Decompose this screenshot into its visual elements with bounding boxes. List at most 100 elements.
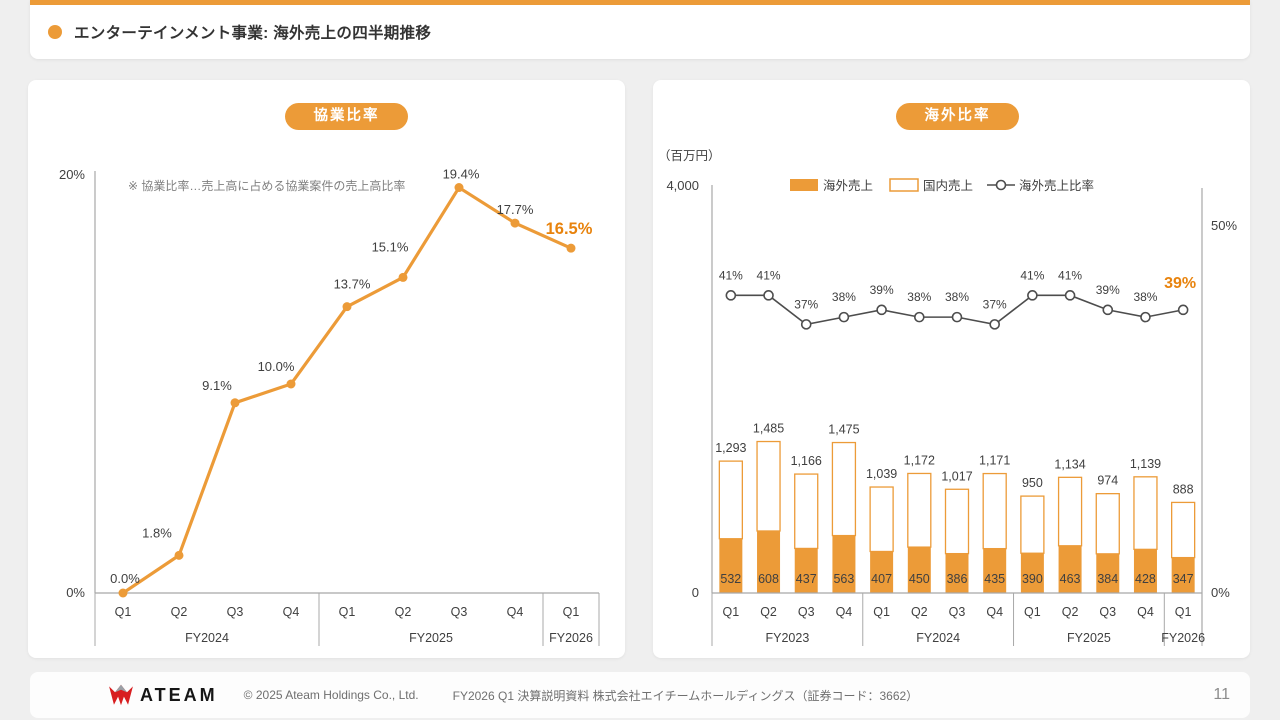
left-value-axis: 4,000 0 <box>666 178 713 600</box>
svg-text:Q1: Q1 <box>723 605 740 619</box>
svg-text:Q4: Q4 <box>986 605 1003 619</box>
svg-text:Q3: Q3 <box>798 605 815 619</box>
svg-text:FY2024: FY2024 <box>916 631 960 645</box>
document-title: FY2026 Q1 決算説明資料 株式会社エイチームホールディングス（証券コード… <box>452 688 919 703</box>
svg-text:FY2024: FY2024 <box>185 631 229 645</box>
svg-text:950: 950 <box>1022 476 1043 490</box>
svg-text:Q2: Q2 <box>1062 605 1079 619</box>
svg-text:1,475: 1,475 <box>828 423 859 437</box>
ateam-logo: ATEAM <box>108 683 218 707</box>
svg-text:974: 974 <box>1097 474 1118 488</box>
slide-header: エンターテインメント事業: 海外売上の四半期推移 <box>30 0 1250 59</box>
svg-text:386: 386 <box>947 572 968 586</box>
overseas-bar-segment <box>945 553 969 593</box>
svg-text:0.0%: 0.0% <box>110 571 140 586</box>
svg-text:888: 888 <box>1173 482 1194 496</box>
svg-text:39%: 39% <box>870 283 894 297</box>
page-title: エンターテインメント事業: 海外売上の四半期推移 <box>74 25 432 42</box>
svg-text:1,166: 1,166 <box>791 454 822 468</box>
svg-text:Q1: Q1 <box>115 605 132 619</box>
page-number: 11 <box>1213 686 1230 703</box>
svg-text:海外売上比率: 海外売上比率 <box>1019 178 1094 193</box>
svg-text:563: 563 <box>833 572 854 586</box>
overseas-bar-segment <box>983 548 1007 593</box>
domestic-bar-segment <box>1020 495 1045 554</box>
svg-text:※ 協業比率…売上高に占める協業案件の売上高比率: ※ 協業比率…売上高に占める協業案件の売上高比率 <box>128 178 405 193</box>
collaboration-ratio-panel: 協業比率 20% 0% ※ 協業比率…売上高に占める協業案件の売上高比率 Q1 Q2 Q3… <box>28 80 625 658</box>
svg-text:437: 437 <box>796 572 817 586</box>
copyright-text: © 2025 Ateam Holdings Co., Ltd. <box>243 688 419 702</box>
svg-text:Q1: Q1 <box>1175 605 1192 619</box>
svg-text:435: 435 <box>984 572 1005 586</box>
overseas-bar-segment <box>1133 549 1157 593</box>
svg-text:（百万円）: （百万円） <box>658 149 721 163</box>
svg-text:FY2026: FY2026 <box>549 631 593 645</box>
overseas-bar-segment <box>794 548 818 593</box>
domestic-bar-segment <box>869 486 894 553</box>
right-percent-axis: 50% 0% <box>1201 188 1237 640</box>
domestic-bar-segment <box>907 472 932 548</box>
svg-text:450: 450 <box>909 572 930 586</box>
svg-text:1,017: 1,017 <box>941 469 972 483</box>
svg-text:39%: 39% <box>1164 275 1196 292</box>
svg-text:41%: 41% <box>719 268 743 282</box>
svg-text:428: 428 <box>1135 572 1156 586</box>
svg-text:Q3: Q3 <box>227 605 244 619</box>
svg-text:347: 347 <box>1173 572 1194 586</box>
svg-text:10.0%: 10.0% <box>258 359 295 374</box>
overseas-ratio-panel: 海外比率 （百万円） 4,000 0 50% 0% 海外売上 国内売上 海外売上比率 1,293… <box>653 80 1250 658</box>
category-axis: Q1 Q2 Q3 Q4 Q1 Q2 Q3 Q4 Q1 Q2 Q3 Q4 Q1 FY2023 FY2024 FY… <box>711 592 1205 646</box>
svg-text:39%: 39% <box>1096 283 1120 297</box>
value-axis: 20% 0% <box>59 167 96 600</box>
svg-text:Q1: Q1 <box>1024 605 1041 619</box>
overseas-bar-segment <box>1096 553 1120 593</box>
svg-text:37%: 37% <box>794 297 818 311</box>
svg-text:19.4%: 19.4% <box>443 167 480 182</box>
svg-text:13.7%: 13.7% <box>334 277 371 292</box>
svg-text:463: 463 <box>1060 572 1081 586</box>
svg-text:0: 0 <box>692 585 699 600</box>
domestic-bar-segment <box>1057 476 1083 547</box>
ratio-line-series: 0.0% 1.8% 9.1% 10.0% 13.7% 15.1% 19.4% 17.7% 16.… <box>110 167 593 598</box>
svg-text:38%: 38% <box>832 290 856 304</box>
stacked-bars: 1,293 532 1,485 608 1,166 437 1,475 563 1,039 407… <box>715 422 1196 593</box>
domestic-bar-segment <box>1133 476 1158 550</box>
ateam-logo-icon <box>109 684 133 706</box>
svg-text:390: 390 <box>1022 572 1043 586</box>
svg-text:Q2: Q2 <box>395 605 412 619</box>
domestic-bar-segment <box>1095 493 1120 555</box>
svg-text:38%: 38% <box>945 290 969 304</box>
svg-text:41%: 41% <box>757 268 781 282</box>
svg-text:4,000: 4,000 <box>666 178 699 193</box>
svg-text:Q2: Q2 <box>911 605 928 619</box>
ateam-logo-text: ATEAM <box>140 684 218 705</box>
svg-text:Q4: Q4 <box>836 605 853 619</box>
svg-text:16.5%: 16.5% <box>546 220 593 238</box>
svg-text:Q3: Q3 <box>949 605 966 619</box>
svg-text:Q4: Q4 <box>283 605 300 619</box>
domestic-bar-segment <box>756 440 781 532</box>
svg-text:41%: 41% <box>1058 268 1082 282</box>
svg-text:532: 532 <box>720 572 741 586</box>
svg-text:FY2026: FY2026 <box>1161 631 1205 645</box>
svg-text:37%: 37% <box>983 297 1007 311</box>
svg-text:Q2: Q2 <box>171 605 188 619</box>
overseas-bar-segment <box>719 538 743 593</box>
svg-text:FY2023: FY2023 <box>765 631 809 645</box>
svg-text:50%: 50% <box>1211 218 1237 233</box>
svg-text:15.1%: 15.1% <box>372 239 409 254</box>
svg-text:20%: 20% <box>59 167 85 182</box>
svg-text:1,171: 1,171 <box>979 454 1010 468</box>
svg-text:38%: 38% <box>1133 290 1157 304</box>
svg-text:384: 384 <box>1097 572 1118 586</box>
svg-text:Q3: Q3 <box>1099 605 1116 619</box>
svg-text:1,485: 1,485 <box>753 422 784 436</box>
svg-text:38%: 38% <box>907 290 931 304</box>
svg-text:1.8%: 1.8% <box>142 525 172 540</box>
svg-text:FY2025: FY2025 <box>409 631 453 645</box>
svg-text:1,293: 1,293 <box>715 441 746 455</box>
svg-text:17.7%: 17.7% <box>497 202 534 217</box>
svg-text:9.1%: 9.1% <box>202 378 232 393</box>
svg-text:1,134: 1,134 <box>1054 457 1085 471</box>
